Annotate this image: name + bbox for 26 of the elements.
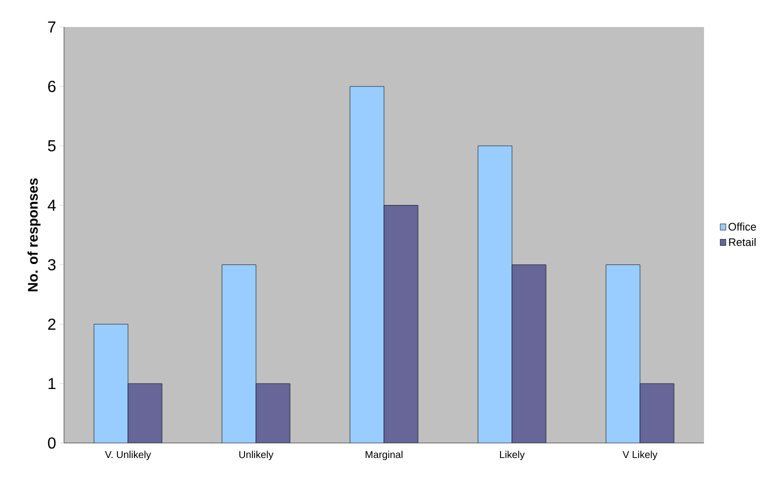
bar	[256, 384, 290, 443]
y-axis-title: No. of responses	[28, 178, 41, 292]
x-tick-label: Likely	[500, 450, 525, 460]
bar	[94, 324, 128, 443]
bar	[128, 384, 162, 443]
bar	[478, 146, 512, 443]
y-tick-label: 2	[48, 318, 56, 330]
x-tick-label: V. Unlikely	[104, 450, 152, 460]
x-tick-label: Marginal	[366, 450, 402, 460]
y-tick-label: 7	[48, 22, 56, 32]
y-tick-label: 0	[48, 437, 56, 449]
bar	[512, 264, 546, 443]
x-tick-label: V Likely	[622, 450, 658, 460]
y-tick-label: 5	[48, 140, 56, 152]
y-tick-label: 6	[48, 80, 56, 92]
y-tick-label: 3	[48, 259, 56, 270]
y-tick-label: 4	[48, 200, 56, 211]
bar	[222, 264, 256, 443]
y-tick-label: 1	[48, 378, 56, 390]
legend-label: Office	[728, 222, 756, 231]
legend-label: Retail	[729, 238, 756, 246]
x-tick-label: Unlikely	[239, 450, 274, 460]
bar	[606, 264, 640, 443]
bar	[350, 86, 384, 443]
bar	[384, 205, 418, 443]
bar	[640, 383, 674, 443]
